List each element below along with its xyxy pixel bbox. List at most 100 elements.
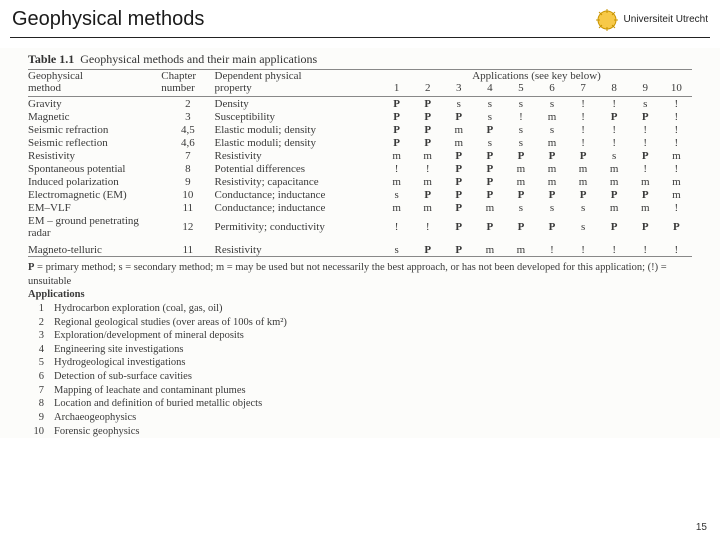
cell-chapter: 12 (161, 214, 214, 239)
cell-app: s (381, 243, 412, 257)
cell-app: P (505, 149, 536, 162)
col-app-7: 7 (568, 82, 599, 97)
legend-item-text: Hydrogeological investigations (54, 356, 186, 370)
cell-property: Elastic moduli; density (215, 136, 382, 149)
cell-app: P (443, 201, 474, 214)
legend-item: 5Hydrogeological investigations (28, 356, 692, 370)
legend-item: 4Engineering site investigations (28, 343, 692, 357)
cell-app: m (412, 175, 443, 188)
cell-app: m (381, 175, 412, 188)
cell-app: P (505, 214, 536, 239)
col-app-1: 1 (381, 82, 412, 97)
cell-app: m (630, 201, 661, 214)
cell-property: Resistivity (215, 243, 382, 257)
cell-property: Potential differences (215, 162, 382, 175)
cell-app: s (474, 110, 505, 123)
cell-method: Seismic refraction (28, 123, 161, 136)
cell-method: Induced polarization (28, 175, 161, 188)
legend-item: 7Mapping of leachate and contaminant plu… (28, 384, 692, 398)
cell-app: ! (412, 214, 443, 239)
legend-item-text: Detection of sub-surface cavities (54, 370, 192, 384)
cell-app: P (599, 110, 630, 123)
cell-app: P (381, 110, 412, 123)
cell-property: Resistivity; capacitance (215, 175, 382, 188)
table-row: Gravity2DensityPPssss!!s! (28, 97, 692, 111)
cell-app: s (505, 123, 536, 136)
cell-app: ! (381, 214, 412, 239)
methods-table: Geophysical Chapter Dependent physical A… (28, 69, 692, 257)
cell-app: P (412, 97, 443, 111)
cell-app: P (443, 149, 474, 162)
cell-app: s (536, 123, 567, 136)
cell-app: m (412, 149, 443, 162)
table-row: EM – ground penetrating radar12Permitivi… (28, 214, 692, 239)
cell-app: P (443, 110, 474, 123)
cell-app: m (599, 175, 630, 188)
cell-app: s (505, 201, 536, 214)
cell-app: ! (661, 110, 692, 123)
page-title: Geophysical methods (12, 8, 204, 31)
cell-property: Density (215, 97, 382, 111)
cell-method: Spontaneous potential (28, 162, 161, 175)
cell-chapter: 8 (161, 162, 214, 175)
cell-app: s (505, 136, 536, 149)
table-body: Gravity2DensityPPssss!!s!Magnetic3Suscep… (28, 97, 692, 257)
cell-app: P (474, 149, 505, 162)
cell-app: P (568, 149, 599, 162)
cell-app: m (381, 149, 412, 162)
cell-chapter: 11 (161, 201, 214, 214)
cell-app: P (599, 214, 630, 239)
table-head: Geophysical Chapter Dependent physical A… (28, 70, 692, 97)
cell-app: ! (568, 243, 599, 257)
cell-app: P (443, 214, 474, 239)
legend-item-number: 2 (28, 316, 44, 330)
cell-property: Conductance; inductance (215, 201, 382, 214)
cell-app: ! (630, 123, 661, 136)
cell-method: Seismic reflection (28, 136, 161, 149)
cell-app: P (630, 149, 661, 162)
cell-app: ! (568, 136, 599, 149)
legend-item: 1Hydrocarbon exploration (coal, gas, oil… (28, 302, 692, 316)
slide-header: Geophysical methods Universiteit Utrecht (0, 0, 720, 35)
table-row: Electromagnetic (EM)10Conductance; induc… (28, 188, 692, 201)
cell-app: ! (661, 136, 692, 149)
cell-app: P (412, 188, 443, 201)
cell-app: ! (599, 97, 630, 111)
cell-app: ! (599, 243, 630, 257)
cell-chapter: 4,5 (161, 123, 214, 136)
cell-app: s (505, 97, 536, 111)
cell-app: P (536, 149, 567, 162)
legend-item-number: 3 (28, 329, 44, 343)
cell-app: P (381, 136, 412, 149)
cell-app: s (568, 201, 599, 214)
table-caption-text: Geophysical methods and their main appli… (80, 52, 317, 66)
cell-app: P (630, 214, 661, 239)
table-row: Seismic refraction4,5Elastic moduli; den… (28, 123, 692, 136)
cell-property: Conductance; inductance (215, 188, 382, 201)
cell-app: P (536, 214, 567, 239)
cell-app: ! (599, 136, 630, 149)
cell-method: Gravity (28, 97, 161, 111)
table-row: Spontaneous potential8Potential differen… (28, 162, 692, 175)
legend-item-number: 10 (28, 425, 44, 439)
cell-app: P (568, 188, 599, 201)
cell-app: m (630, 175, 661, 188)
cell-app: P (505, 188, 536, 201)
cell-app: ! (599, 123, 630, 136)
cell-app: P (443, 175, 474, 188)
col-applications: Applications (see key below) (381, 70, 692, 83)
cell-app: P (474, 175, 505, 188)
table-number: Table 1.1 (28, 52, 74, 66)
cell-app: P (381, 123, 412, 136)
cell-app: P (630, 110, 661, 123)
cell-method: Magneto-telluric (28, 243, 161, 257)
cell-app: P (536, 188, 567, 201)
table-caption: Table 1.1 Geophysical methods and their … (28, 52, 692, 69)
cell-method: EM–VLF (28, 201, 161, 214)
legend-item-number: 4 (28, 343, 44, 357)
legend-item: 9Archaeogeophysics (28, 411, 692, 425)
cell-app: m (443, 123, 474, 136)
legend-item-text: Forensic geophysics (54, 425, 139, 439)
cell-app: ! (630, 136, 661, 149)
cell-chapter: 10 (161, 188, 214, 201)
